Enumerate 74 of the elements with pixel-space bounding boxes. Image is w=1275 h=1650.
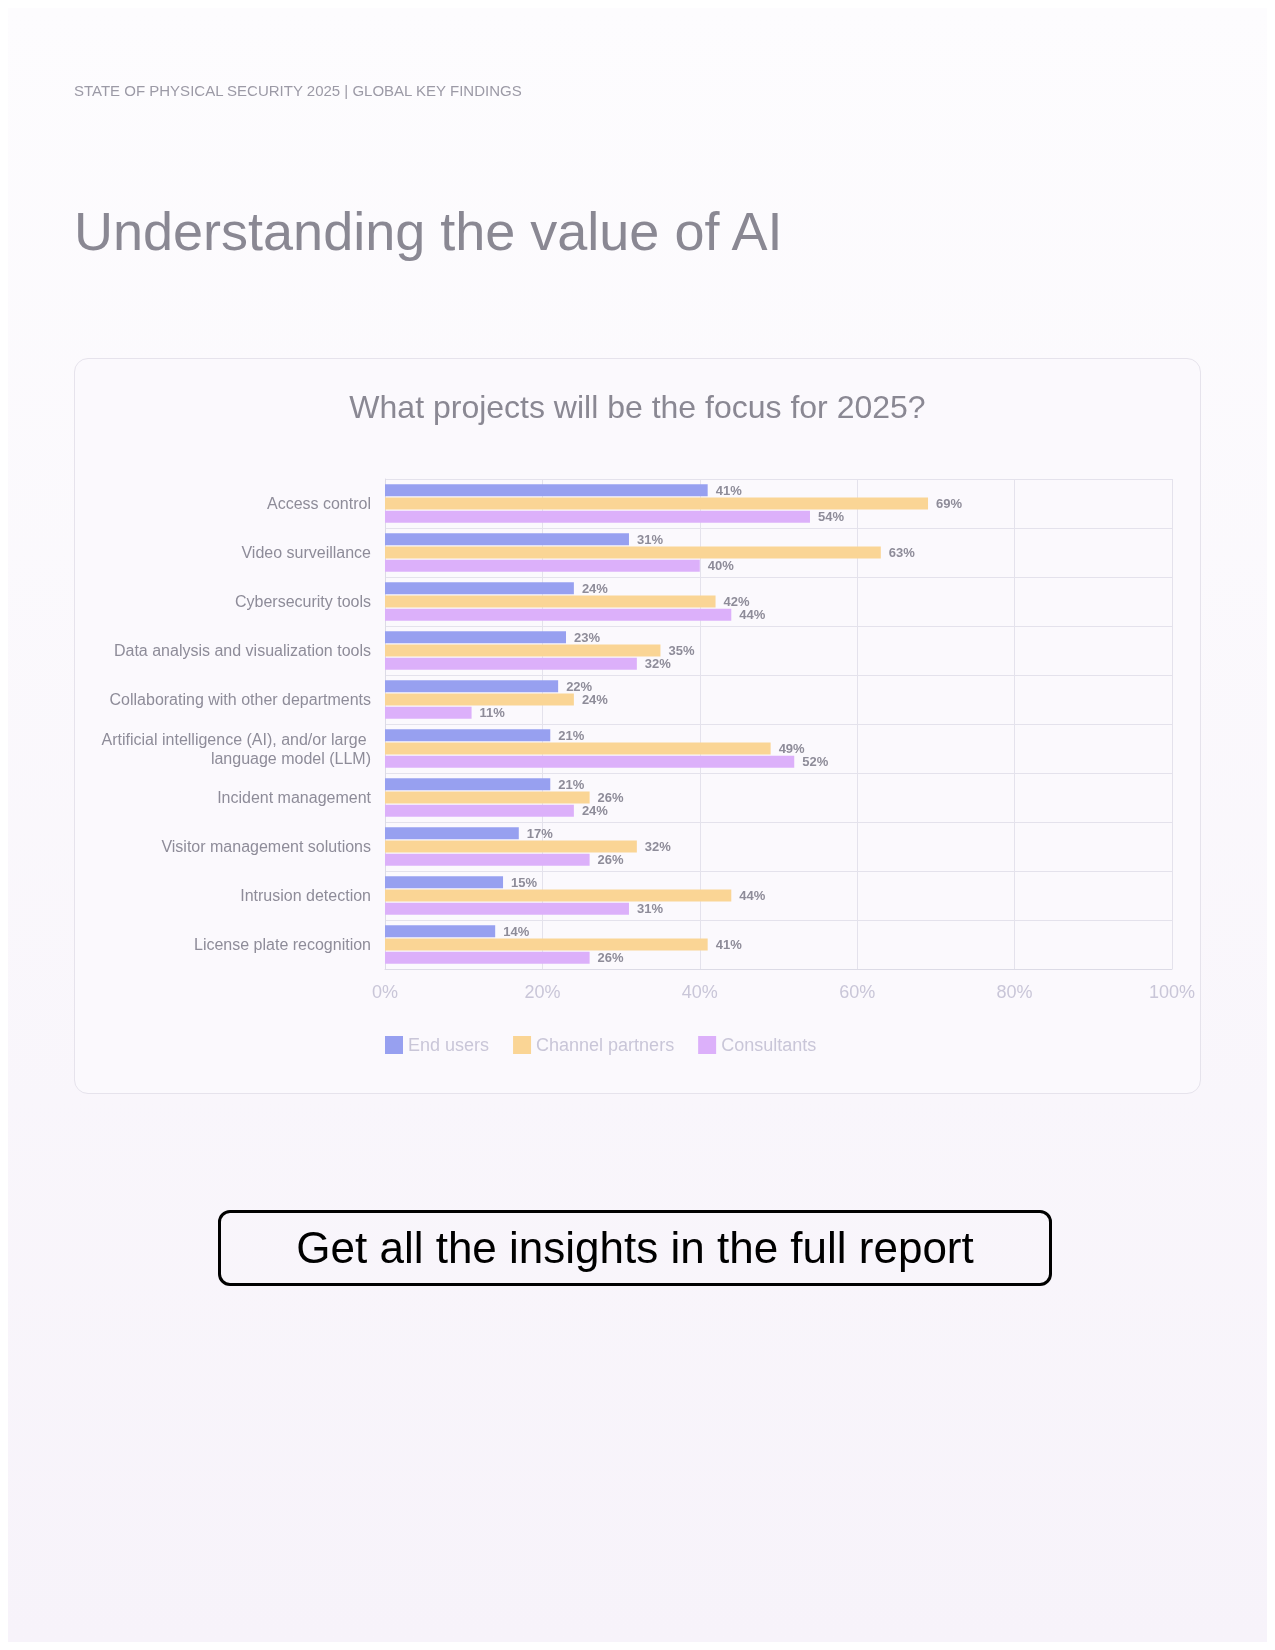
- data-label: 17%: [526, 825, 554, 841]
- data-label: 69%: [936, 496, 963, 511]
- y-tick-label: Video surveillance: [241, 544, 372, 561]
- bar: [385, 827, 519, 840]
- data-label: 44%: [739, 607, 766, 623]
- data-label: 40%: [707, 558, 735, 574]
- data-label: 44%: [739, 888, 766, 903]
- data-label: 63%: [888, 545, 916, 560]
- data-label: 26%: [597, 852, 625, 868]
- bar: [385, 742, 771, 755]
- y-tick-label: Collaborating with other departments: [109, 691, 371, 708]
- bar: [385, 853, 590, 866]
- bar: [385, 510, 810, 523]
- chart-title: Understanding the value of AI: [74, 200, 783, 262]
- bar: [385, 951, 590, 964]
- text: STATE OF PHYSICAL SECURITY 2025 | GLOBAL KEY FINDINGS: [74, 82, 522, 99]
- data-label: 41%: [715, 482, 743, 498]
- bar: [385, 533, 629, 546]
- data-label: 23%: [574, 629, 601, 645]
- y-tick-label: Access control: [266, 495, 371, 512]
- bar: [385, 925, 496, 938]
- data-label: 24%: [581, 692, 609, 707]
- data-label: 31%: [636, 531, 664, 547]
- bar: [385, 680, 559, 693]
- bar: [385, 631, 567, 644]
- data-label: 15%: [511, 874, 538, 890]
- bar: [385, 840, 637, 853]
- text: Get all the insights in the full report: [218, 1210, 1052, 1286]
- bar: [385, 497, 929, 510]
- bar: [385, 804, 574, 817]
- bar: [385, 595, 716, 608]
- data-label: 22%: [566, 678, 593, 694]
- data-label: 42%: [723, 594, 750, 609]
- bar: [385, 778, 551, 791]
- data-label: 35%: [668, 643, 695, 658]
- data-label: 31%: [636, 901, 664, 917]
- bar: [385, 889, 732, 902]
- bar: [385, 608, 732, 621]
- data-label: 24%: [581, 803, 609, 819]
- bar: [385, 791, 590, 804]
- bar: [385, 755, 795, 768]
- y-tick-label: Cybersecurity tools: [234, 593, 371, 610]
- data-label: 21%: [558, 727, 585, 743]
- bar: [385, 902, 629, 915]
- data-label: 32%: [644, 839, 672, 854]
- bar: [385, 706, 472, 719]
- bar: [385, 938, 708, 951]
- bar: [385, 644, 661, 657]
- data-label: 52%: [802, 754, 829, 770]
- data-label: 41%: [715, 937, 743, 952]
- bar: [385, 876, 504, 889]
- chart-subtitle: What projects will be the focus for 2025?: [348, 389, 927, 426]
- bar: [385, 693, 574, 706]
- data-label: 32%: [644, 656, 672, 672]
- y-tick-label: Intrusion detection: [240, 887, 371, 904]
- data-label: 26%: [597, 790, 625, 805]
- data-label: 49%: [778, 741, 806, 756]
- bar: [385, 559, 700, 572]
- y-tick-label: License plate recognition: [193, 936, 371, 953]
- data-label: 21%: [558, 776, 585, 792]
- y-tick-label: Data analysis and visualization tools: [113, 642, 371, 659]
- data-label: 26%: [597, 950, 625, 966]
- bar: [385, 484, 708, 497]
- y-tick-label: Artificial intelligence (AI), and/or large language model (LLM): [101, 730, 371, 767]
- bar: [385, 582, 574, 595]
- data-label: 14%: [503, 923, 530, 939]
- y-tick-label: Incident management: [217, 789, 372, 806]
- bar: [385, 729, 551, 742]
- data-label: 24%: [581, 580, 609, 596]
- y-tick-label: Visitor management solutions: [161, 838, 371, 855]
- bar: [385, 546, 881, 559]
- bar: [385, 657, 637, 670]
- data-label: 54%: [817, 509, 845, 525]
- data-label: 11%: [479, 705, 506, 721]
